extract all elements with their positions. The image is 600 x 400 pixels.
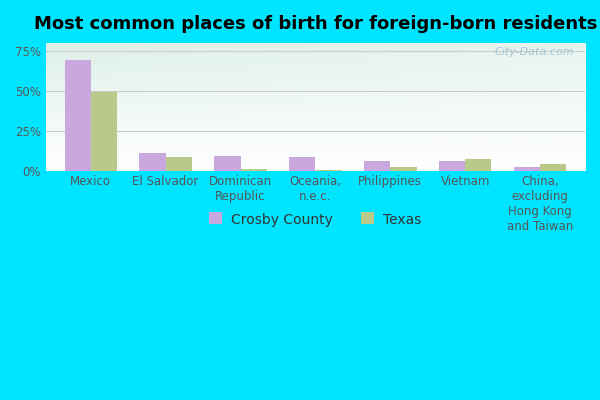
Bar <box>289 157 316 170</box>
Bar <box>364 161 391 170</box>
Bar <box>540 164 566 170</box>
Bar <box>241 169 267 170</box>
Bar <box>65 60 91 170</box>
Bar <box>514 167 540 170</box>
Bar <box>166 157 192 170</box>
Bar <box>465 159 491 170</box>
Legend: Crosby County, Texas: Crosby County, Texas <box>202 206 428 234</box>
Bar <box>139 153 166 170</box>
Bar <box>214 156 241 170</box>
Bar <box>439 161 465 170</box>
Bar <box>91 92 117 170</box>
Bar <box>391 166 416 170</box>
Title: Most common places of birth for foreign-born residents: Most common places of birth for foreign-… <box>34 15 597 33</box>
Text: City-Data.com: City-Data.com <box>495 47 574 57</box>
